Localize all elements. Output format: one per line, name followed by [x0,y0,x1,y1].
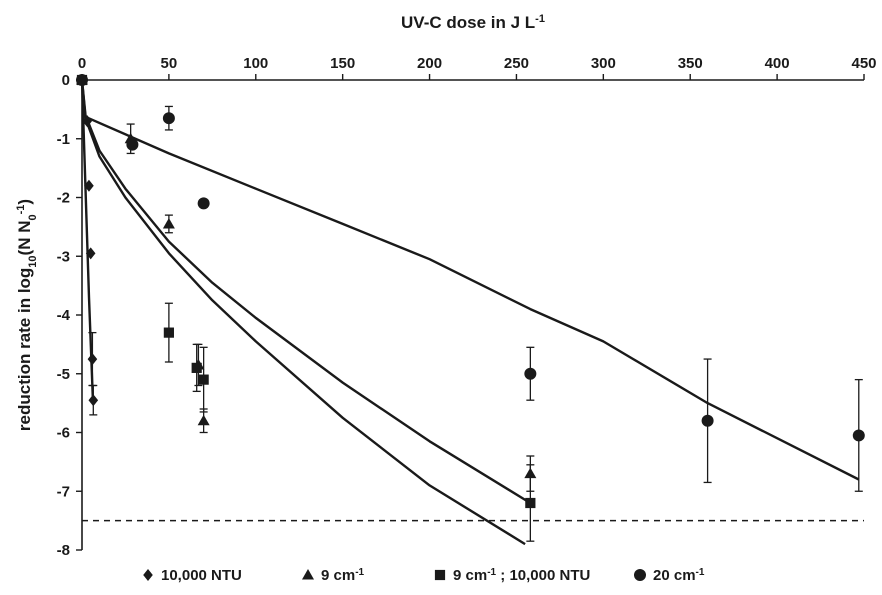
data-point-circle [701,414,714,427]
x-tick-label: 50 [161,55,178,72]
y-tick-label: -2 [57,190,70,207]
y-tick-label: -7 [57,483,70,500]
legend-label: 9 cm-1 [321,567,365,585]
data-point-diamond [88,394,99,407]
data-points-group [76,74,865,509]
data-point-diamond [82,115,93,128]
data-point-triangle [197,414,210,426]
axes-group: 0 50 100 150 200 250 300 350 400 450 0 -1 -2 -3 -4 -5 -6… [15,13,877,559]
y-axis-title: reduction rate in log10(N N0-1) [15,199,39,431]
x-axis-title: UV-C dose in J L-1 [401,13,545,32]
data-point-circle [524,367,537,380]
data-point-circle [126,138,139,151]
error-bars-group [88,105,863,542]
y-tick-label: -1 [57,131,70,148]
data-point-square [163,327,174,338]
data-point-diamond [85,247,96,260]
data-point-square [191,362,202,373]
x-tick-label: 250 [504,55,529,72]
y-tick-label: -3 [57,248,70,265]
y-tick-label: 0 [62,72,70,89]
y-tick-label: -8 [57,542,70,559]
legend-label: 20 cm-1 [653,567,705,585]
legend-label: 9 cm-1 ; 10,000 NTU [453,567,590,585]
legend-circle-icon [634,569,646,581]
fit-line-series-4 [81,114,860,481]
data-point-circle [852,429,865,442]
legend-triangle-icon [302,569,314,580]
legend-diamond-icon [143,569,153,581]
data-point-square [198,374,209,385]
y-tick-label: -6 [57,425,70,442]
data-point-triangle [524,467,537,479]
x-tick-label: 400 [765,55,790,72]
data-point-square [525,497,536,509]
legend-square-icon [434,569,446,581]
data-point-diamond [84,179,94,192]
x-tick-label: 200 [417,55,442,72]
x-tick-label: 150 [330,55,355,72]
data-point-triangle [162,217,175,229]
data-point-diamond [87,353,98,366]
x-tick-label: 100 [243,55,268,72]
y-tick-label: -5 [57,366,70,383]
fit-lines-group [80,79,860,546]
x-tick-label: 0 [78,55,86,72]
data-point-circle [162,112,175,125]
legend-label: 10,000 NTU [161,567,242,584]
x-tick-label: 450 [851,55,876,72]
x-tick-label: 350 [678,55,703,72]
legend: 10,000 NTU 9 cm-1 9 cm-1 ; 10,000 NTU 20 cm… [143,567,705,585]
data-point-circle [197,197,210,210]
fit-line-series-3 [80,79,526,546]
fit-line-series-1 [80,79,95,401]
data-point-circle [76,74,88,86]
fit-line-series-2 [80,79,531,505]
x-tick-label: 300 [591,55,616,72]
y-tick-label: -4 [57,307,71,324]
